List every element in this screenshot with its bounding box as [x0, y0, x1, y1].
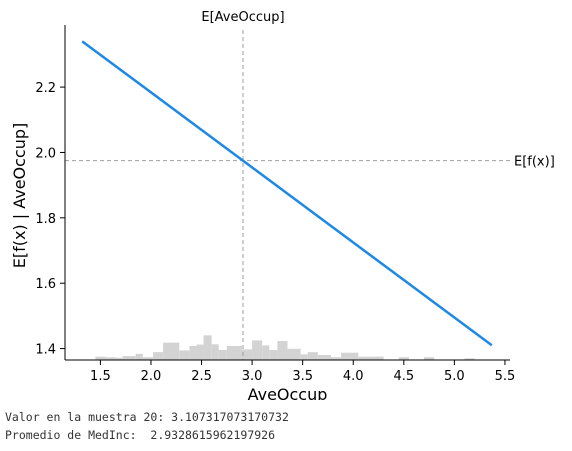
histogram-bar — [135, 353, 143, 360]
x-tick-label: 1.5 — [90, 369, 111, 384]
y-ticks: 1.4 1.6 1.8 2.0 2.2 — [35, 81, 65, 358]
x-tick-label: 2.0 — [141, 369, 162, 384]
x-tick-label: 5.0 — [444, 369, 465, 384]
partial-dependence-plot: 1.5 2.0 2.5 3.0 3.5 4.0 4.5 5.0 5.5 1.4 1.6 1.8 2.0… — [10, 10, 555, 400]
histogram-bar — [398, 357, 409, 360]
x-tick-label: 3.0 — [242, 369, 263, 384]
y-tick-label: 2.2 — [35, 81, 56, 96]
histogram-bar — [122, 356, 136, 360]
histogram-bar — [152, 352, 164, 360]
histogram — [95, 335, 475, 360]
histogram-bar — [189, 346, 197, 360]
histogram-bar — [218, 349, 227, 360]
y-tick-label: 2.0 — [35, 146, 56, 161]
histogram-bar — [269, 349, 278, 360]
histogram-bar — [95, 356, 106, 360]
x-tick-label: 4.5 — [393, 369, 414, 384]
series-group — [81, 40, 493, 347]
histogram-bar — [317, 354, 331, 360]
histogram-bar — [287, 348, 301, 360]
x-tick-label: 3.5 — [292, 369, 313, 384]
histogram-bar — [262, 345, 270, 360]
histogram-bar — [330, 357, 342, 360]
x-axis-label: AveOccup — [248, 385, 328, 400]
y-tick-label: 1.8 — [35, 212, 56, 227]
histogram-bar — [358, 356, 384, 360]
console-line-mean: Promedio de MedInc: 2.9328615962197926 — [5, 428, 276, 442]
expected-y-label: E[f(x)] — [514, 155, 555, 170]
y-tick-label: 1.6 — [35, 277, 56, 292]
histogram-bar — [163, 342, 180, 360]
histogram-bar — [252, 340, 263, 360]
histogram-bar — [115, 357, 123, 360]
histogram-bar — [241, 349, 253, 360]
histogram-bar — [277, 340, 288, 360]
histogram-bar — [203, 335, 212, 360]
histogram-bar — [211, 344, 219, 360]
expected-x-label: E[AveOccup] — [201, 10, 284, 25]
y-tick-label: 1.4 — [35, 343, 56, 358]
histogram-bar — [341, 352, 359, 360]
histogram-bar — [424, 357, 435, 360]
series-line — [81, 40, 493, 347]
histogram-bar — [226, 346, 242, 360]
y-axis-label: E[f(x) | AveOccup] — [10, 123, 29, 269]
x-tick-label: 5.5 — [495, 369, 516, 384]
histogram-bar — [464, 358, 475, 360]
histogram-bar — [196, 344, 204, 360]
x-tick-label: 4.0 — [343, 369, 364, 384]
console-line-sample: Valor en la muestra 20: 3.10731707317073… — [5, 410, 289, 424]
x-tick-label: 2.5 — [191, 369, 212, 384]
x-ticks: 1.5 2.0 2.5 3.0 3.5 4.0 4.5 5.0 5.5 — [90, 360, 515, 384]
histogram-bar — [300, 354, 308, 360]
histogram-bar — [142, 357, 153, 360]
histogram-bar — [307, 352, 318, 360]
histogram-bar — [179, 350, 190, 360]
histogram-bar — [105, 357, 116, 360]
